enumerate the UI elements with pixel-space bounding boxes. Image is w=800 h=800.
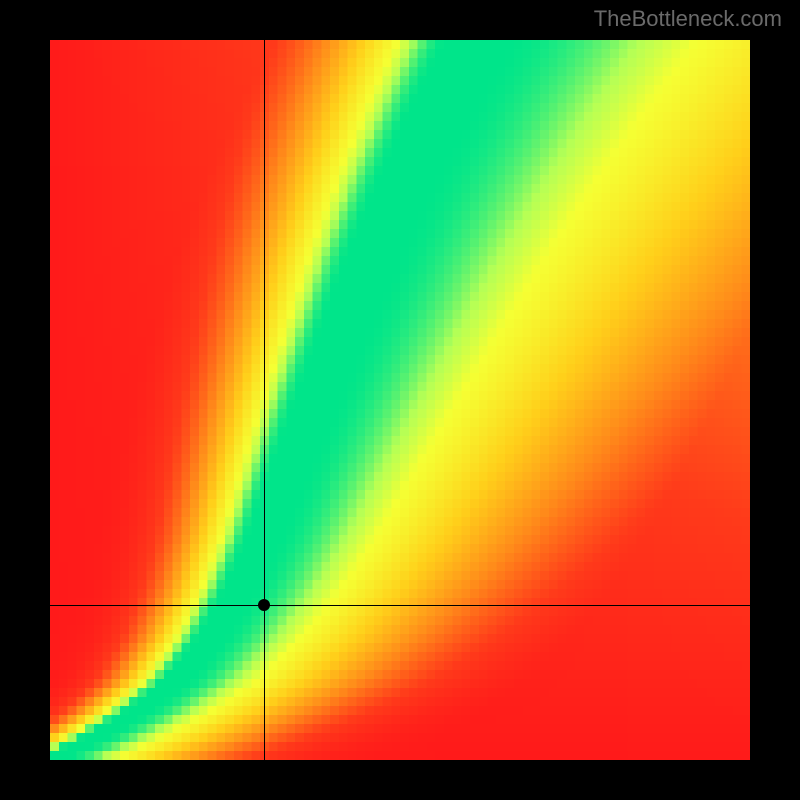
heatmap-plot (50, 40, 750, 760)
heatmap-canvas (50, 40, 750, 760)
crosshair-horizontal (50, 605, 750, 606)
crosshair-vertical (264, 40, 265, 760)
watermark-text: TheBottleneck.com (594, 6, 782, 32)
data-point-marker (258, 599, 270, 611)
